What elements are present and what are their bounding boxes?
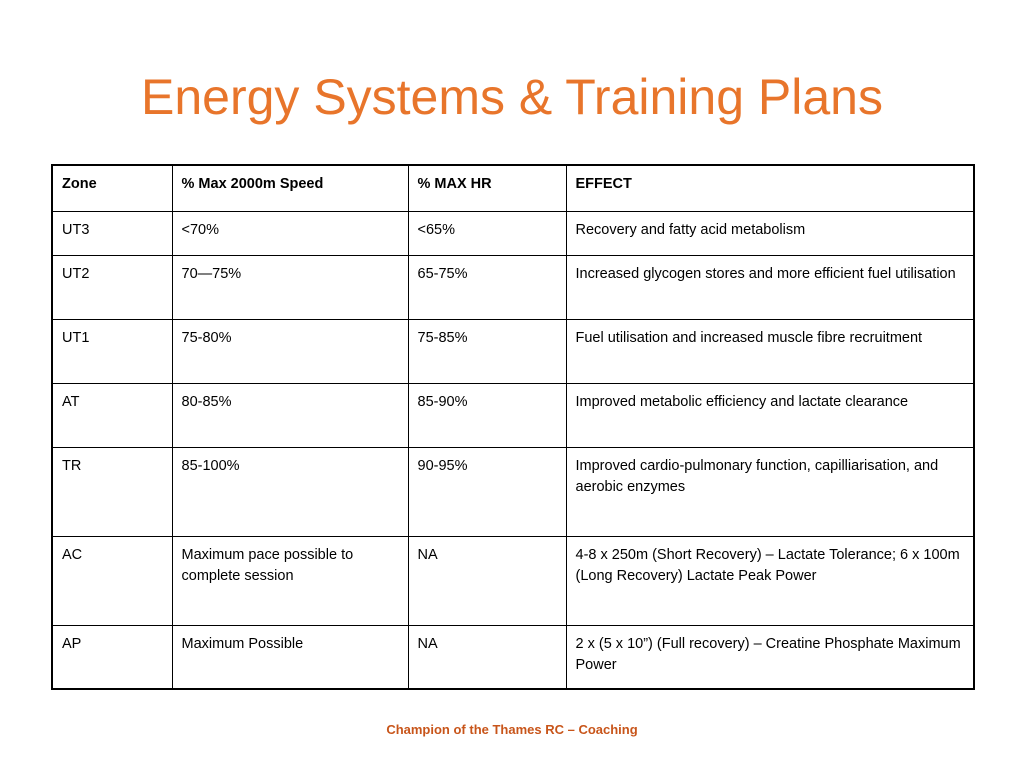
cell-effect: 4-8 x 250m (Short Recovery) – Lactate To… — [565, 535, 975, 626]
cell-max-hr: NA — [407, 535, 567, 626]
cell-zone: AC — [51, 535, 173, 626]
cell-effect: Improved metabolic efficiency and lactat… — [565, 382, 975, 448]
header-max-hr: % MAX HR — [407, 164, 567, 212]
cell-effect: 2 x (5 x 10”) (Full recovery) – Creatine… — [565, 624, 975, 690]
table-row: UT2 70—75% 65-75% Increased glycogen sto… — [51, 254, 975, 320]
cell-max-speed: 85-100% — [171, 446, 409, 537]
cell-max-hr: 65-75% — [407, 254, 567, 320]
cell-max-speed: 75-80% — [171, 318, 409, 384]
cell-effect: Fuel utilisation and increased muscle fi… — [565, 318, 975, 384]
cell-max-hr: NA — [407, 624, 567, 690]
cell-max-speed: <70% — [171, 210, 409, 256]
cell-zone: AP — [51, 624, 173, 690]
cell-zone: UT2 — [51, 254, 173, 320]
cell-effect: Increased glycogen stores and more effic… — [565, 254, 975, 320]
cell-max-speed: Maximum Possible — [171, 624, 409, 690]
table-row: AP Maximum Possible NA 2 x (5 x 10”) (Fu… — [51, 624, 975, 690]
cell-max-hr: 75-85% — [407, 318, 567, 384]
cell-max-hr: 85-90% — [407, 382, 567, 448]
table-row: AC Maximum pace possible to complete ses… — [51, 535, 975, 626]
table-row: UT1 75-80% 75-85% Fuel utilisation and i… — [51, 318, 975, 384]
cell-zone: UT3 — [51, 210, 173, 256]
cell-zone: TR — [51, 446, 173, 537]
table-header-row: Zone % Max 2000m Speed % MAX HR EFFECT — [51, 164, 975, 212]
header-effect: EFFECT — [565, 164, 975, 212]
training-zones-table: Zone % Max 2000m Speed % MAX HR EFFECT U… — [51, 164, 975, 690]
table-row: AT 80-85% 85-90% Improved metabolic effi… — [51, 382, 975, 448]
slide-title: Energy Systems & Training Plans — [141, 69, 883, 125]
cell-max-hr: <65% — [407, 210, 567, 256]
table-row: TR 85-100% 90-95% Improved cardio-pulmon… — [51, 446, 975, 537]
table-row: UT3 <70% <65% Recovery and fatty acid me… — [51, 210, 975, 256]
cell-max-speed: 80-85% — [171, 382, 409, 448]
cell-max-hr: 90-95% — [407, 446, 567, 537]
cell-max-speed: Maximum pace possible to complete sessio… — [171, 535, 409, 626]
cell-max-speed: 70—75% — [171, 254, 409, 320]
cell-zone: UT1 — [51, 318, 173, 384]
footer-text: Champion of the Thames RC – Coaching — [386, 722, 638, 737]
header-max-speed: % Max 2000m Speed — [171, 164, 409, 212]
cell-zone: AT — [51, 382, 173, 448]
cell-effect: Recovery and fatty acid metabolism — [565, 210, 975, 256]
header-zone: Zone — [51, 164, 173, 212]
cell-effect: Improved cardio-pulmonary function, capi… — [565, 446, 975, 537]
